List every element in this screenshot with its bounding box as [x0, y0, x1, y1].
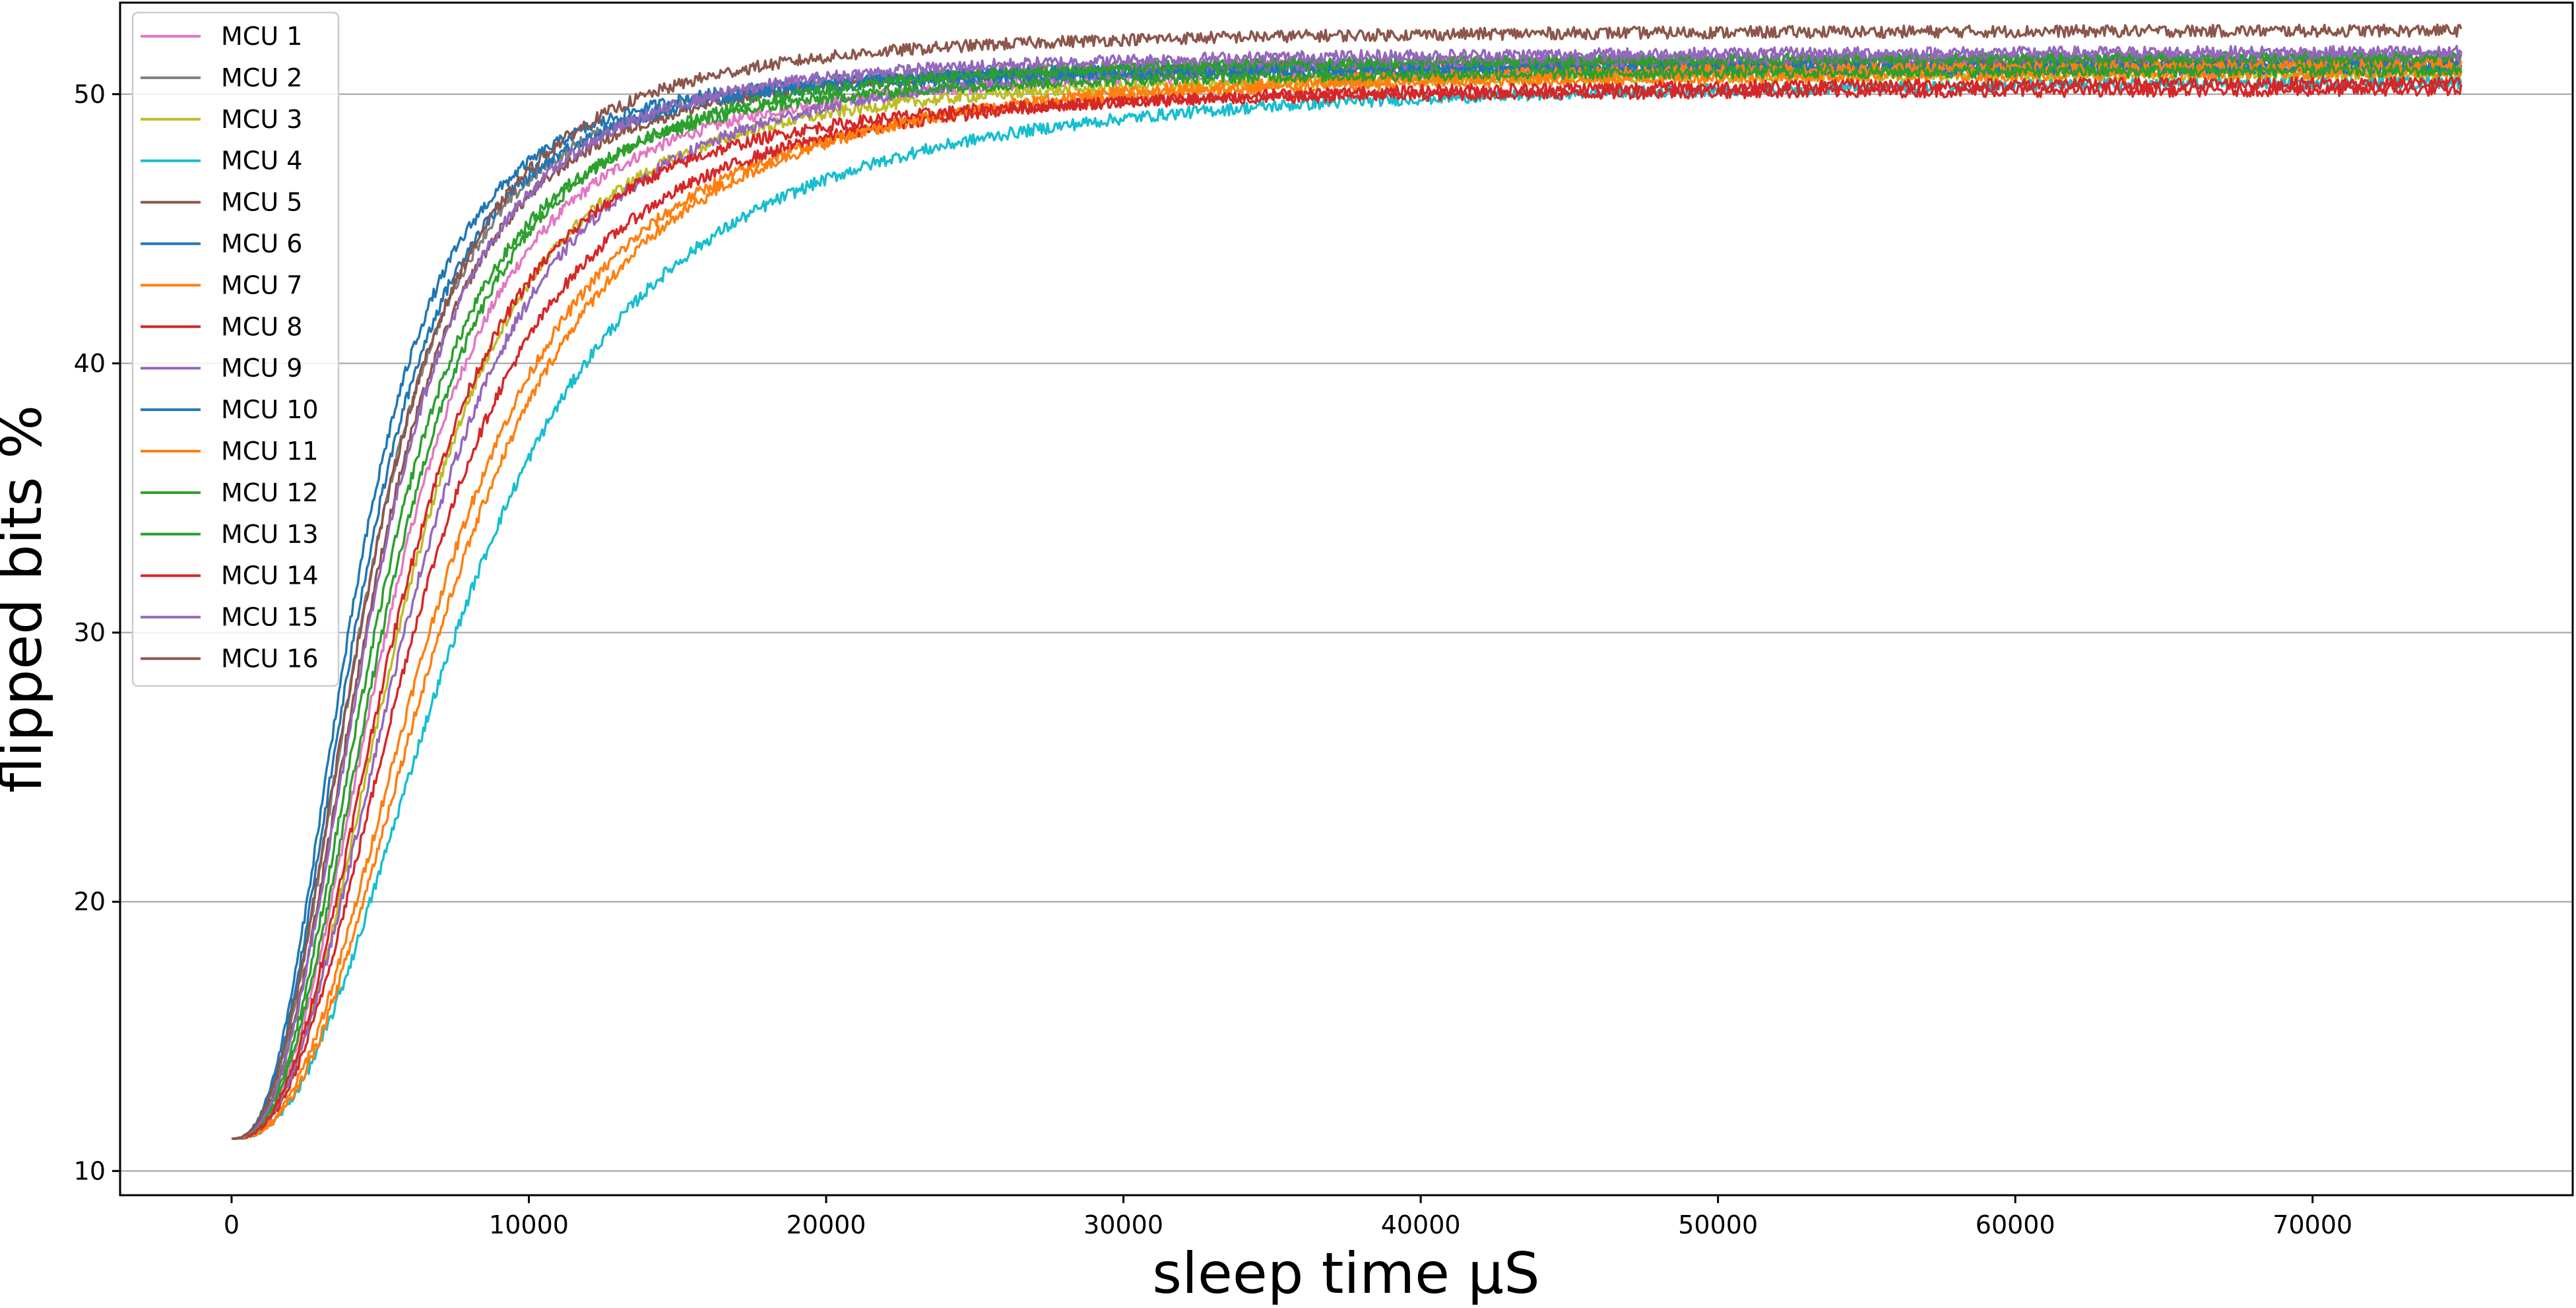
y-tick-label: 20: [74, 887, 106, 916]
series-line-12: [232, 63, 2463, 1140]
legend-label: MCU 3: [221, 105, 302, 134]
x-tick-label: 60000: [1976, 1210, 2055, 1239]
legend-label: MCU 7: [221, 270, 302, 299]
x-tick-label: 20000: [787, 1210, 866, 1239]
lines-layer: [231, 23, 2463, 1140]
y-tick-label: 10: [74, 1156, 106, 1185]
series-line-2: [232, 53, 2463, 1140]
series-line-5: [231, 55, 2463, 1140]
series-line-9: [231, 48, 2463, 1140]
legend-label: MCU 12: [221, 478, 319, 507]
series-line-1: [232, 61, 2462, 1140]
legend-label: MCU 15: [221, 603, 319, 632]
series-line-7: [231, 65, 2463, 1140]
x-tick-label: 10000: [489, 1210, 569, 1239]
x-tick-label: 40000: [1381, 1210, 1461, 1239]
ticks-layer: 10 20 30 40 50 0 10000 20000 30000 40000 50000 6000…: [74, 80, 2353, 1239]
plot-frame: [119, 1, 2574, 1197]
series-line-16: [232, 23, 2463, 1140]
series-line-4: [231, 76, 2463, 1140]
series-line-11: [231, 57, 2463, 1140]
x-tick-label: 70000: [2272, 1210, 2352, 1239]
legend-label: MCU 9: [221, 354, 302, 383]
legend-label: MCU 13: [221, 520, 319, 549]
y-tick-label: 50: [74, 80, 106, 109]
legend-label: MCU 5: [221, 188, 302, 217]
legend-label: MCU 11: [221, 437, 319, 466]
series-line-10: [232, 61, 2463, 1140]
legend-box: [131, 11, 340, 687]
legend-label: MCU 6: [221, 230, 302, 259]
series-line-8: [232, 76, 2462, 1140]
grid-layer: [120, 93, 2573, 1172]
x-tick-label: 0: [224, 1210, 240, 1239]
legend-label: MCU 16: [221, 644, 319, 673]
legend-label: MCU 2: [221, 63, 302, 92]
series-line-6: [231, 57, 2463, 1140]
legend-label: MCU 8: [221, 312, 302, 341]
legend: MCU 1 MCU 2 MCU 3 MCU 4 MCU 5 MCU 6 MCU 7 MCU 8…: [131, 11, 340, 687]
legend-label: MCU 14: [221, 561, 319, 590]
x-tick-label: 30000: [1083, 1210, 1163, 1239]
y-tick-label: 30: [74, 618, 106, 647]
y-axis-title: flipped bits %: [0, 405, 55, 793]
legend-label: MCU 1: [221, 22, 302, 51]
series-line-14: [232, 83, 2463, 1140]
x-axis-title: sleep time µS: [1152, 1241, 1539, 1307]
series-line-13: [232, 50, 2463, 1140]
series-line-3: [231, 67, 2463, 1140]
legend-label: MCU 10: [221, 395, 319, 424]
x-tick-label: 50000: [1678, 1210, 1758, 1239]
legend-label: MCU 4: [221, 146, 302, 175]
y-tick-label: 40: [74, 349, 106, 378]
series-line-15: [231, 45, 2463, 1140]
